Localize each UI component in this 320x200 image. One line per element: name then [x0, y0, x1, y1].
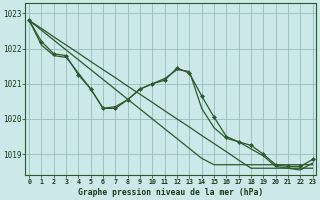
X-axis label: Graphe pression niveau de la mer (hPa): Graphe pression niveau de la mer (hPa) [78, 188, 264, 197]
